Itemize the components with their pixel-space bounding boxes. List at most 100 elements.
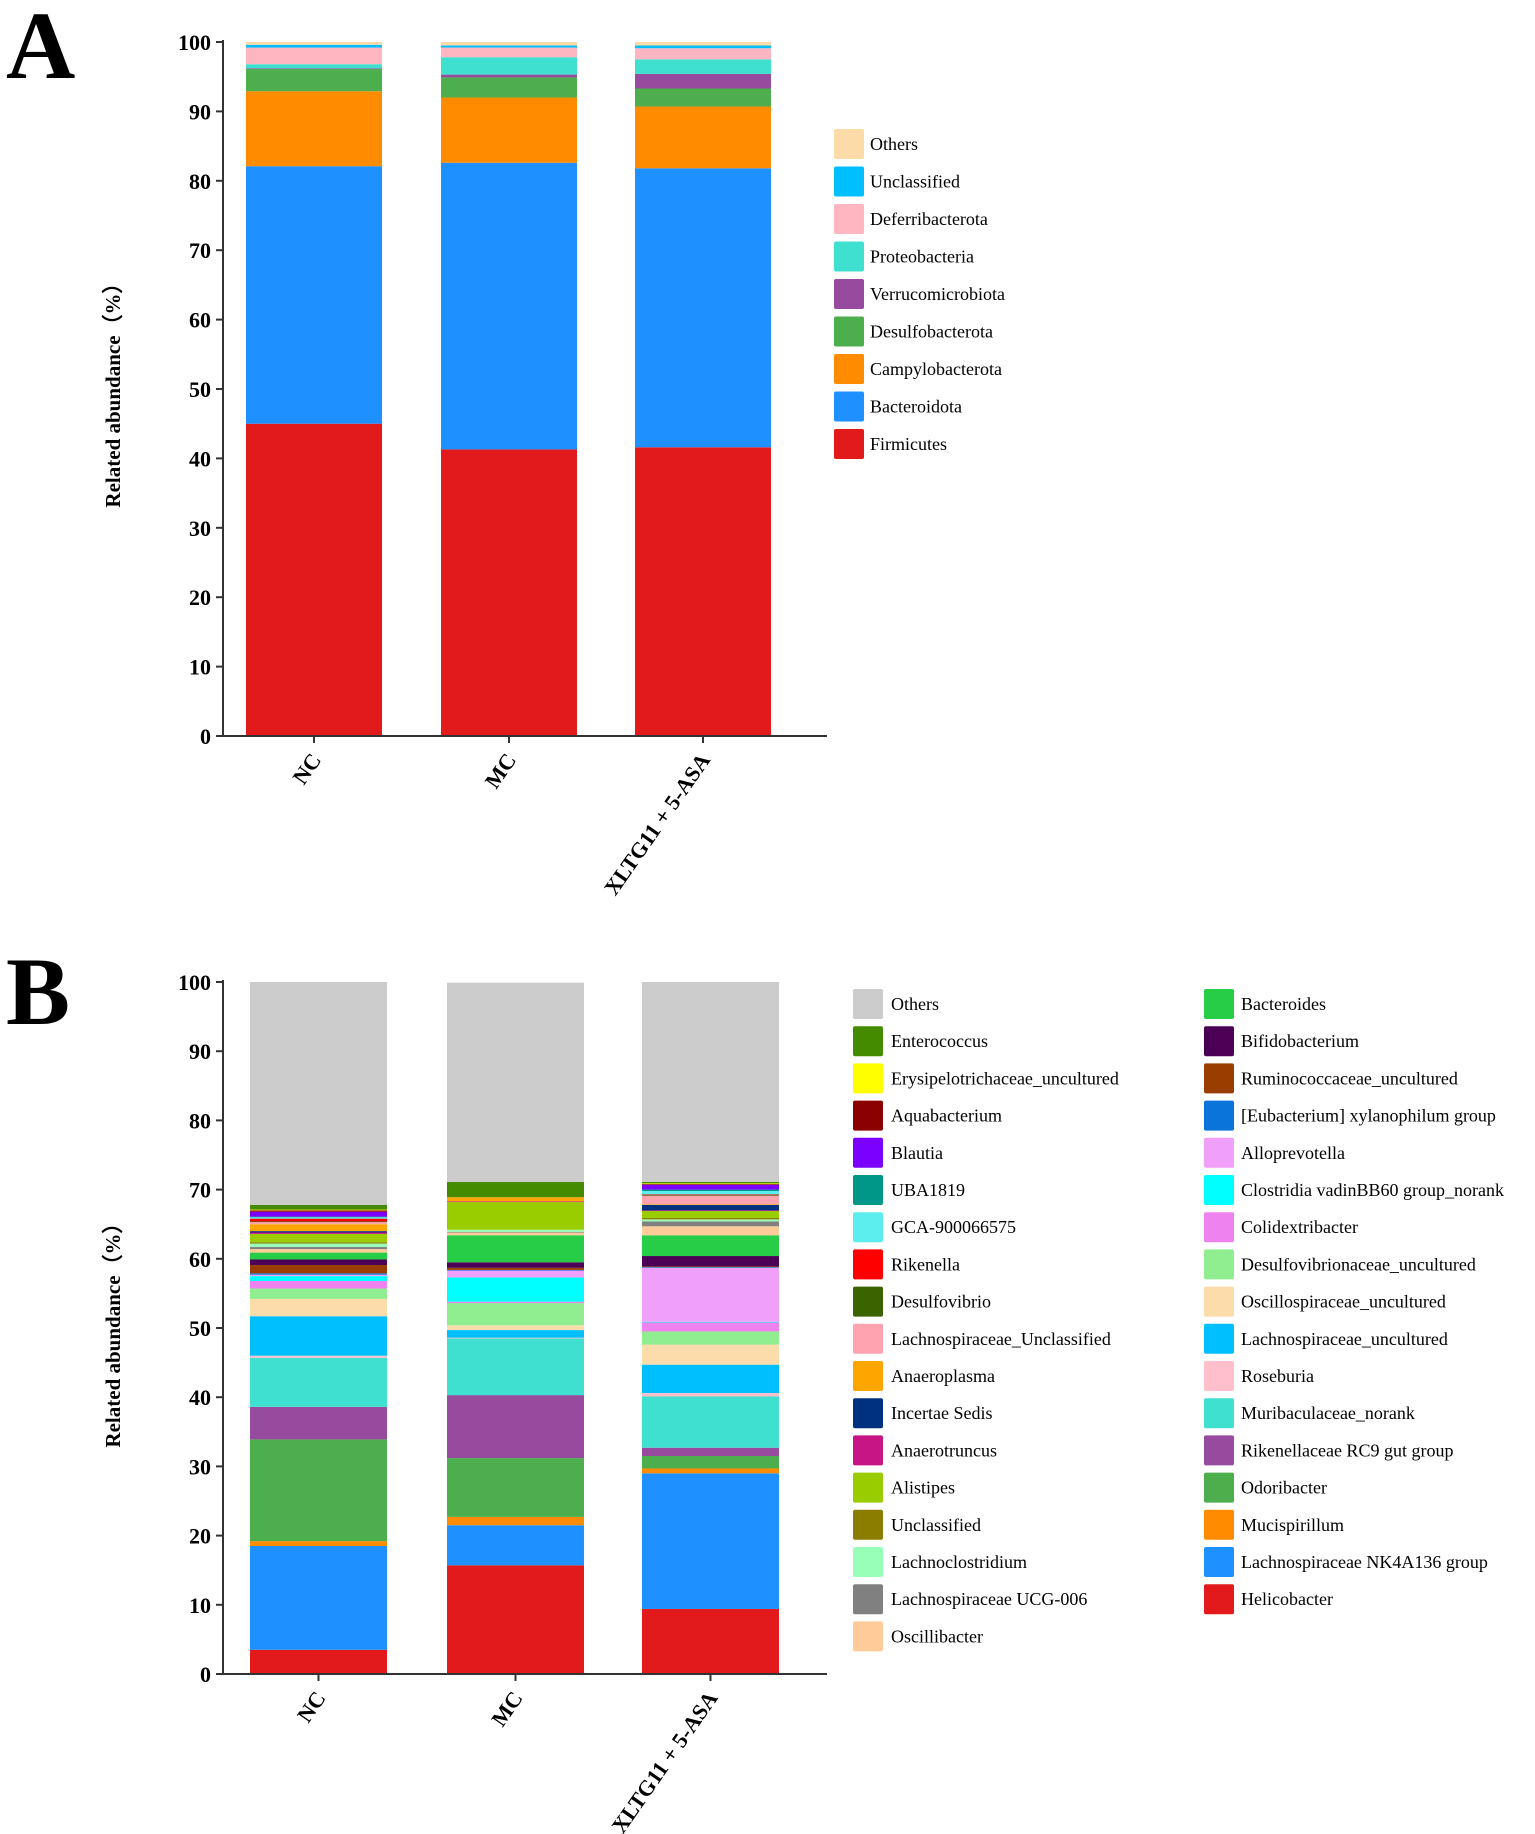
bar-segment [250,1274,387,1277]
bar-stack-2 [642,982,779,1674]
bar-segment [447,1301,584,1304]
bar-segment [642,1396,779,1448]
legend-item: Others [834,129,918,159]
y-tick-label: 40 [189,1385,211,1410]
legend-swatch [853,1063,883,1094]
bar-segment [250,1276,387,1281]
legend-label: Lachnospiraceae NK4A136 group [1241,1552,1488,1572]
bar-segment [635,168,771,448]
legend: Others Unclassified Deferribacterota Proteo… [834,129,1005,459]
legend-swatch [834,129,864,159]
legend-label: Clostridia vadinBB60 group_norank [1241,1180,1504,1200]
bar-segment [447,1231,584,1233]
bar-segment [250,1288,387,1299]
y-tick-label: 100 [178,970,211,995]
legend-item: Enterococcus [853,1026,988,1057]
bar-segment [642,1219,779,1222]
bar-segment [642,1473,779,1609]
bar-segment [250,1222,387,1225]
legend-item: Desulfovibrionaceae_uncultured [1204,1249,1476,1280]
legend-item: Others [853,989,939,1019]
legend-swatch [853,1435,883,1466]
y-tick-label: 30 [189,516,211,541]
legend-item: Muribaculaceae_norank [1204,1398,1415,1429]
bar-segment [447,1197,584,1202]
legend-label: Others [870,134,918,154]
legend-label: Desulfovibrionaceae_uncultured [1241,1254,1476,1274]
legend-item: [Eubacterium] xylanophilum group [1204,1100,1496,1131]
legend-swatch [834,391,864,422]
bar-segment [441,162,577,450]
legend-swatch [834,204,864,234]
legend-label: Desulfobacterota [870,322,993,342]
bar-segment [246,91,382,167]
bar-segment [250,1298,387,1317]
legend-item: Bacteroidota [834,391,962,422]
bar-segment [441,77,577,98]
x-tick-label: XLTG11 + 5-ASA [606,1686,722,1834]
legend-item: Helicobacter [1204,1584,1333,1615]
legend-item: Campylobacterota [834,354,1002,384]
legend-label: Blautia [891,1143,943,1163]
legend-label: Incertae Sedis [891,1403,992,1423]
bar-segment [635,42,771,46]
x-tick-label: MC [486,1687,528,1731]
bar-segment [447,1395,584,1459]
legend-label: Helicobacter [1241,1589,1333,1609]
bar-segment [250,982,387,1205]
legend-item: Oscillibacter [853,1621,983,1652]
bar-segment [250,1233,387,1243]
bar-segment [642,1195,779,1205]
legend-label: Oscillibacter [891,1626,983,1646]
bar-segment [642,1189,779,1191]
legend-item: Rikenellaceae RC9 gut group [1204,1435,1453,1466]
legend-item: Anaerotruncus [853,1435,997,1466]
legend-item: Lachnospiraceae UCG-006 [853,1584,1087,1615]
y-tick-label: 90 [189,1039,211,1064]
bar-segment [447,1181,584,1198]
legend-label: UBA1819 [891,1180,965,1200]
bar-segment [642,1211,779,1218]
chart-panel-a: A 0 10 20 30 40 50 60 70 80 90 100 Related abundance… [6,0,1005,900]
legend-item: Deferribacterota [834,204,988,234]
legend-swatch [1204,1398,1234,1429]
legend-item: Aquabacterium [853,1100,1002,1131]
y-tick-label: 40 [189,446,211,471]
legend-label: Rikenellaceae RC9 gut group [1241,1440,1453,1460]
bar-segment [642,1226,779,1236]
bar-segment [246,423,382,736]
legend-label: Lachnoclostridium [891,1552,1027,1572]
bar-segment [642,1266,779,1268]
bar-segment [447,1565,584,1674]
legend-swatch [1204,1026,1234,1057]
legend-swatch [853,1323,883,1354]
legend-label: Unclassified [870,172,960,192]
legend-swatch [1204,1175,1234,1205]
bar-segment [642,1195,779,1196]
bar-segment [250,1265,387,1274]
y-tick-label: 10 [189,655,211,680]
y-tick-label: 30 [189,1454,211,1479]
legend-swatch [853,1100,883,1131]
legend-swatch [834,279,864,309]
legend-item: Incertae Sedis [853,1398,992,1429]
bar-segment [246,64,382,69]
legend-swatch [853,1621,883,1652]
legend-item: UBA1819 [853,1175,965,1205]
bar-segment [250,1210,387,1212]
bar-segment [447,1269,584,1271]
y-tick-label: 60 [189,308,211,333]
bar-stack-0 [250,982,387,1674]
bar-segment [642,1184,779,1185]
legend-swatch [1204,1137,1234,1168]
legend-item: Oscillospiraceae_uncultured [1204,1286,1446,1317]
legend-label: [Eubacterium] xylanophilum group [1241,1106,1496,1126]
bar-segment [250,1231,387,1233]
legend-label: Verrucomicrobiota [870,284,1005,304]
bar-segment [447,1235,584,1263]
legend-label: Others [891,994,939,1014]
bar-segment [642,1204,779,1205]
legend-label: Deferribacterota [870,209,988,229]
bar-segment [635,106,771,169]
